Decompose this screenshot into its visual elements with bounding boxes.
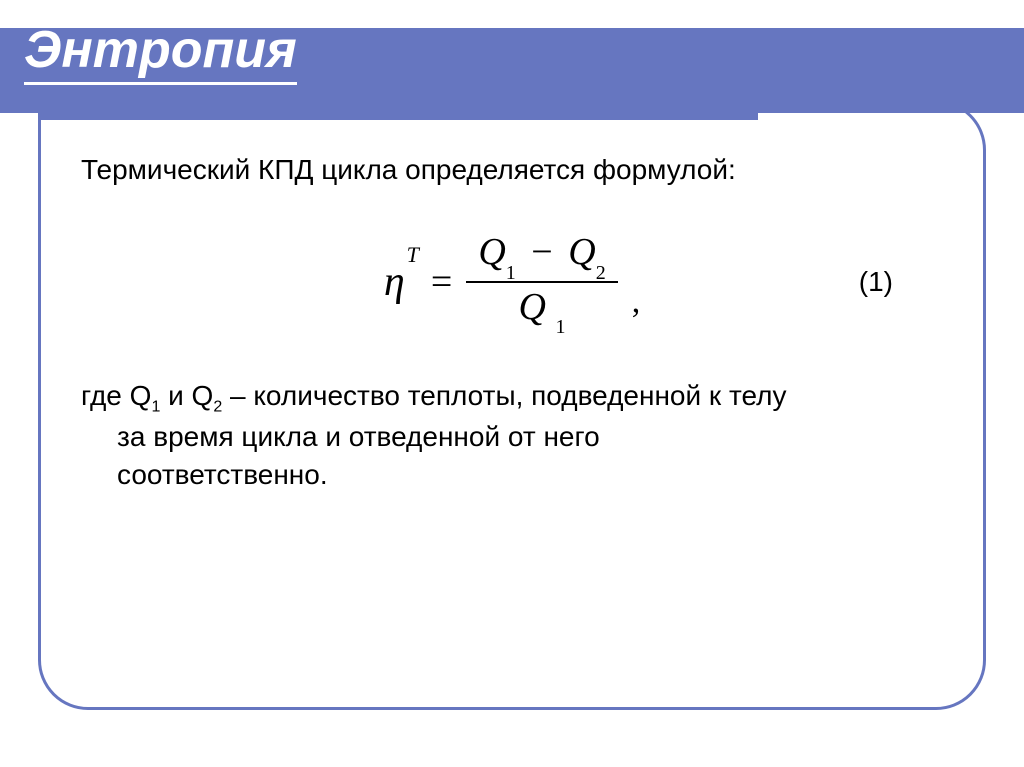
slide-title: Энтропия (24, 20, 297, 85)
num-q2: Q (568, 231, 595, 273)
num-q1: Q (478, 231, 505, 273)
den-q-sub: 1 (555, 316, 565, 338)
expl-q1-sub: 1 (151, 398, 160, 415)
expl-prefix: где Q (81, 380, 151, 411)
minus-sign: − (531, 231, 552, 273)
eta-symbol: ηT (384, 258, 417, 306)
expl-mid: и Q (160, 380, 213, 411)
expl-suffix: – количество теплоты, подведенной к телу (222, 380, 786, 411)
eta-superscript: T (407, 242, 419, 267)
fraction: Q1 − Q2 Q 1 (466, 228, 617, 335)
num-q2-sub: 2 (596, 262, 606, 284)
numerator: Q1 − Q2 (466, 228, 617, 281)
expl-q2-sub: 2 (213, 398, 222, 415)
den-q: Q (519, 286, 546, 328)
expl-line2: за время цикла и отведенной от него (81, 418, 943, 456)
eta-base: η (384, 259, 405, 305)
denominator: Q 1 (507, 283, 578, 336)
explanation-text: где Q1 и Q2 – количество теплоты, подвед… (81, 377, 943, 494)
content-frame: Термический КПД цикла определяется форму… (38, 100, 986, 710)
num-q1-sub: 1 (506, 262, 516, 284)
formula-row: ηT = Q1 − Q2 Q 1 , (1) (81, 227, 943, 337)
expl-line3: соответственно. (81, 456, 943, 494)
trailing-comma: , (632, 283, 641, 321)
intro-text: Термический КПД цикла определяется форму… (81, 151, 943, 189)
efficiency-formula: ηT = Q1 − Q2 Q 1 , (384, 228, 640, 335)
equals-sign: = (431, 260, 452, 304)
equation-number: (1) (859, 266, 893, 298)
